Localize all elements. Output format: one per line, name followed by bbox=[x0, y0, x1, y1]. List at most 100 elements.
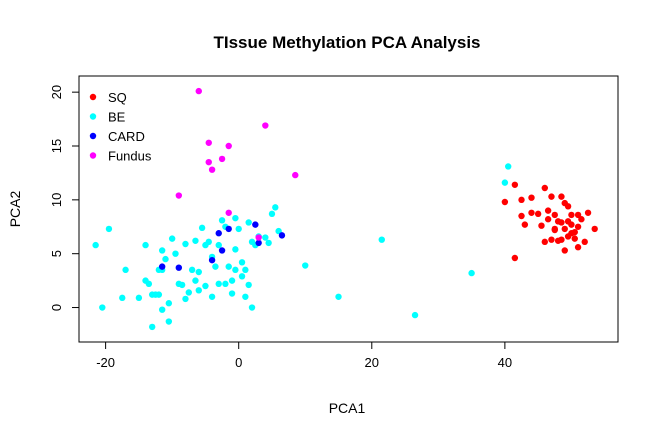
point-sq bbox=[574, 223, 582, 230]
point-be bbox=[228, 290, 236, 297]
point-fundus bbox=[205, 158, 212, 166]
point-card bbox=[215, 230, 222, 237]
point-be bbox=[172, 250, 179, 257]
point-be bbox=[225, 263, 232, 270]
point-be bbox=[165, 300, 173, 307]
point-sq bbox=[591, 225, 598, 233]
point-sq bbox=[564, 233, 572, 240]
point-be bbox=[228, 277, 236, 284]
point-be bbox=[148, 291, 156, 298]
point-be bbox=[162, 255, 169, 263]
y-tick-label: 0 bbox=[49, 304, 64, 311]
point-be bbox=[168, 235, 176, 242]
point-sq bbox=[544, 216, 552, 223]
point-be bbox=[192, 237, 199, 244]
point-fundus bbox=[255, 234, 262, 241]
point-fundus bbox=[175, 192, 183, 199]
point-be bbox=[242, 293, 249, 300]
point-be bbox=[272, 204, 279, 211]
point-be bbox=[218, 217, 226, 224]
point-be bbox=[165, 318, 173, 325]
point-be bbox=[192, 277, 199, 284]
point-sq bbox=[558, 193, 565, 200]
point-sq bbox=[511, 254, 519, 262]
legend-label-fundus: Fundus bbox=[108, 149, 152, 164]
point-sq bbox=[574, 211, 582, 219]
point-be bbox=[411, 311, 419, 319]
point-sq bbox=[584, 209, 592, 216]
point-be bbox=[245, 281, 252, 289]
point-sq bbox=[574, 244, 582, 251]
point-sq bbox=[518, 212, 525, 220]
data-points bbox=[92, 87, 598, 331]
point-be bbox=[198, 224, 206, 232]
point-be bbox=[232, 266, 239, 274]
point-sq bbox=[541, 184, 549, 192]
point-fundus bbox=[218, 155, 226, 163]
point-be bbox=[378, 236, 385, 243]
point-be bbox=[195, 268, 202, 276]
point-be bbox=[262, 234, 269, 241]
point-be bbox=[468, 269, 475, 277]
point-be bbox=[178, 281, 186, 289]
point-be bbox=[212, 263, 219, 270]
point-card bbox=[225, 225, 232, 233]
point-fundus bbox=[195, 87, 202, 95]
point-fundus bbox=[292, 171, 299, 179]
point-sq bbox=[538, 222, 545, 229]
point-fundus bbox=[208, 166, 216, 173]
point-be bbox=[182, 295, 189, 303]
point-sq bbox=[528, 209, 535, 216]
point-sq bbox=[511, 181, 519, 188]
point-card bbox=[278, 232, 286, 239]
point-be bbox=[245, 219, 252, 226]
point-sq bbox=[581, 238, 588, 246]
y-tick-label: 20 bbox=[49, 85, 64, 99]
point-be bbox=[302, 262, 309, 269]
point-be bbox=[215, 241, 222, 249]
point-be bbox=[202, 282, 209, 290]
point-be bbox=[142, 241, 149, 249]
point-be bbox=[185, 289, 192, 296]
point-be bbox=[188, 266, 196, 274]
point-sq bbox=[558, 219, 565, 226]
point-sq bbox=[528, 194, 535, 201]
point-be bbox=[155, 291, 163, 298]
point-sq bbox=[551, 211, 558, 219]
point-sq bbox=[568, 211, 575, 219]
plot-area-frame bbox=[78, 75, 619, 343]
point-sq bbox=[561, 225, 568, 233]
point-be bbox=[99, 304, 106, 311]
point-be bbox=[265, 239, 272, 247]
point-be bbox=[119, 294, 126, 302]
point-be bbox=[268, 210, 276, 218]
chart-title: TIssue Methylation PCA Analysis bbox=[213, 33, 480, 52]
y-tick-label: 5 bbox=[49, 250, 64, 257]
point-sq bbox=[551, 225, 558, 233]
point-sq bbox=[544, 207, 552, 214]
point-sq bbox=[571, 235, 578, 242]
point-card bbox=[252, 221, 259, 228]
x-tick-label: 20 bbox=[365, 355, 379, 370]
point-card bbox=[218, 247, 226, 254]
legend: SQ BE CARD Fundus bbox=[89, 90, 152, 164]
point-card bbox=[175, 264, 183, 271]
point-sq bbox=[518, 196, 525, 204]
legend-marker-fundus bbox=[89, 152, 97, 159]
point-be bbox=[238, 273, 246, 280]
x-tick-label: -20 bbox=[96, 355, 115, 370]
point-sq bbox=[548, 193, 555, 200]
legend-marker-sq bbox=[89, 93, 97, 101]
point-be bbox=[208, 293, 216, 300]
point-fundus bbox=[225, 209, 232, 216]
point-card bbox=[158, 263, 166, 270]
point-sq bbox=[561, 247, 568, 254]
point-be bbox=[275, 227, 282, 235]
point-be bbox=[335, 293, 342, 300]
point-sq bbox=[554, 237, 562, 244]
point-sq bbox=[534, 210, 542, 218]
x-tick-label: 40 bbox=[498, 355, 512, 370]
point-be bbox=[195, 287, 202, 294]
y-axis-label: PCA2 bbox=[7, 191, 23, 228]
